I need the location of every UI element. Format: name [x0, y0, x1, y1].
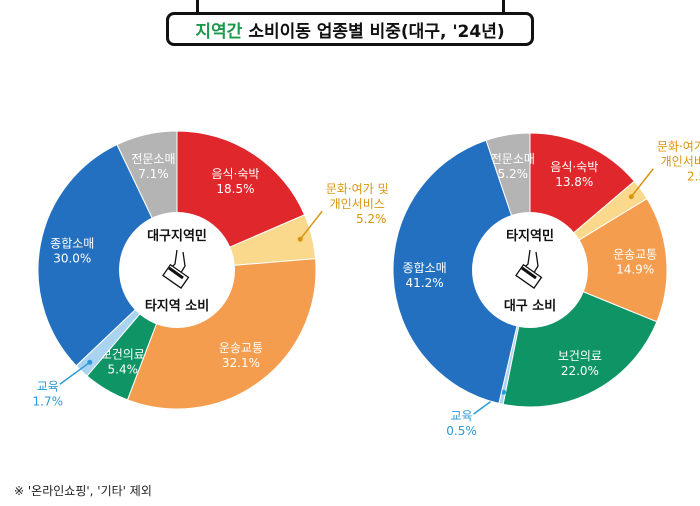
- slice-5: [37, 143, 178, 367]
- leader-line: [630, 168, 654, 198]
- label-0: 음식·숙박 13.8%: [550, 160, 598, 189]
- hanger-right: [502, 0, 505, 14]
- center-label-top: 타지역민: [506, 228, 554, 244]
- label-5: 종합소매 41.2%: [403, 261, 447, 290]
- leader-line: [59, 361, 91, 385]
- chart-title: 지역간 소비이동 업종별 비중(대구, '24년): [166, 12, 534, 46]
- slice-2: [528, 197, 668, 323]
- label-4: 교육 0.5%: [446, 409, 477, 438]
- leader-dot: [628, 194, 634, 200]
- leader-dot: [87, 359, 93, 365]
- label-2: 운송교통 14.9%: [613, 248, 657, 277]
- label-1: 문화·여가 및 개인서비스 5.2%: [326, 182, 389, 226]
- title-highlight: 지역간: [195, 21, 243, 42]
- hand-card-icon: [515, 249, 543, 289]
- slice-5: [392, 139, 531, 405]
- label-2: 운송교통 32.1%: [219, 341, 263, 370]
- leader-dot: [297, 236, 303, 242]
- hanger-left: [196, 0, 199, 14]
- label-0: 음식·숙박 18.5%: [211, 167, 259, 196]
- label-1: 문화·여가 및개인서비스2.5%: [657, 140, 700, 184]
- label-4: 교육 1.7%: [33, 379, 64, 408]
- footnote: ※ '온라인쇼핑', '기타' 제외: [14, 484, 152, 498]
- hand-card-icon: [162, 249, 190, 289]
- leader-line: [299, 210, 323, 240]
- center-label-bottom: 대구 소비: [504, 299, 556, 314]
- label-3: 보건의료 22.0%: [558, 349, 602, 378]
- center-label-bottom: 타지역 소비: [145, 298, 209, 314]
- label-6: 전문소매 5.2%: [491, 152, 535, 181]
- title-rest: 소비이동 업종별 비중(대구, '24년): [248, 21, 505, 42]
- label-3: 보건의료 5.4%: [101, 348, 145, 377]
- label-6: 전문소매 7.1%: [131, 152, 175, 181]
- label-5: 종합소매 30.0%: [50, 237, 94, 266]
- center-label-top: 대구지역민: [147, 228, 207, 244]
